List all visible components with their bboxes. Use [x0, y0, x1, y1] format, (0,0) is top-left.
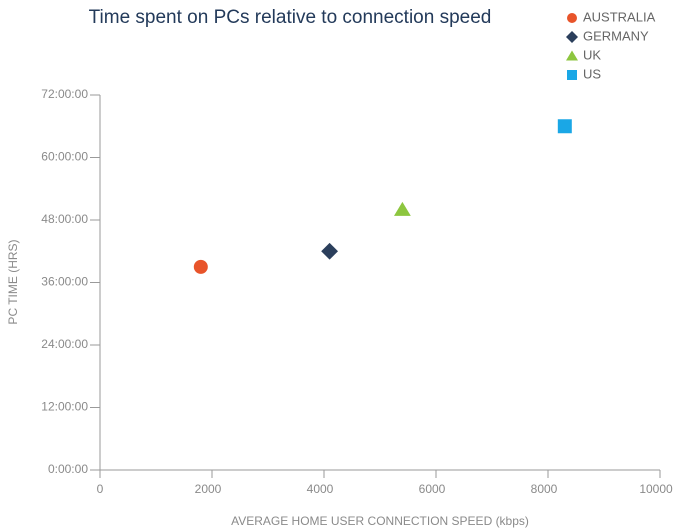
point	[394, 201, 411, 216]
legend-label: UK	[583, 47, 601, 62]
legend-marker	[566, 50, 578, 61]
y-tick-label: 12:00:00	[41, 400, 88, 414]
legend-marker	[567, 70, 577, 80]
y-tick-label: 60:00:00	[41, 150, 88, 164]
point	[321, 242, 338, 260]
legend-label: AUSTRALIA	[583, 9, 656, 24]
y-tick-label: 48:00:00	[41, 212, 88, 226]
x-tick-label: 2000	[195, 482, 222, 496]
point	[557, 119, 572, 134]
x-tick-label: 6000	[419, 482, 446, 496]
x-tick-label: 4000	[307, 482, 334, 496]
point	[193, 259, 208, 274]
y-tick-label: 72:00:00	[41, 87, 88, 101]
legend-label: GERMANY	[583, 28, 649, 43]
y-axis-label: PC TIME (HRS)	[6, 239, 20, 324]
x-axis-label: AVERAGE HOME USER CONNECTION SPEED (kbps…	[231, 514, 529, 528]
x-tick-label: 8000	[531, 482, 558, 496]
legend-marker	[567, 13, 577, 23]
y-tick-label: 36:00:00	[41, 275, 88, 289]
y-tick-label: 0:00:00	[48, 462, 88, 476]
x-tick-label: 10000	[639, 482, 673, 496]
y-tick-label: 24:00:00	[41, 337, 88, 351]
chart-title: Time spent on PCs relative to connection…	[89, 7, 492, 28]
legend-marker	[566, 31, 578, 43]
legend-label: US	[583, 66, 601, 81]
x-tick-label: 0	[97, 482, 104, 496]
